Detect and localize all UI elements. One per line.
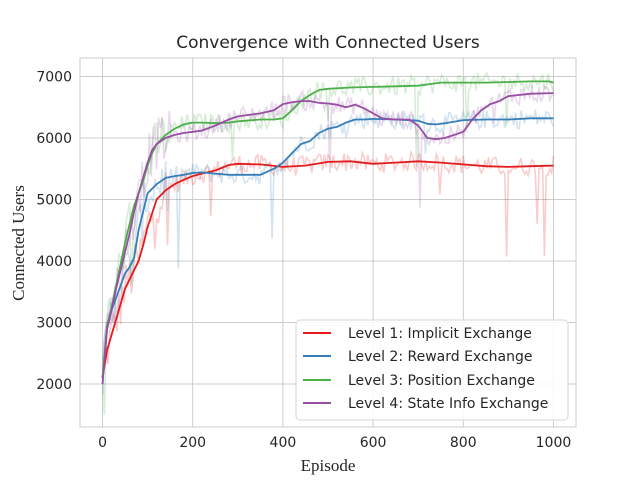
series-line-level-4 [101, 92, 554, 384]
raw-curve-2 [101, 109, 555, 358]
raw-curve-4 [101, 84, 554, 394]
y-axis-label: Connected Users [9, 185, 28, 301]
y-tick-label: 3000 [36, 315, 72, 331]
raw-curve-1 [101, 149, 555, 370]
series-line-level-2 [101, 117, 554, 378]
legend-label-level-1: Level 1: Implicit Exchange [348, 326, 532, 342]
x-tick-label: 0 [98, 435, 107, 451]
series-lines [101, 80, 554, 384]
x-tick-label: 1000 [536, 435, 572, 451]
legend: Level 1: Implicit Exchange Level 2: Rewa… [295, 319, 569, 421]
x-axis-label: Episode [301, 456, 356, 475]
legend-label-level-3: Level 3: Position Exchange [348, 373, 535, 389]
y-tick-label: 6000 [36, 131, 72, 147]
x-tick-label: 400 [270, 435, 297, 451]
x-tick-label: 200 [179, 435, 206, 451]
series-line-level-1 [101, 160, 554, 378]
y-tick-label: 4000 [36, 254, 72, 270]
axis-ticks: 0 200 400 600 800 1000 2000 3000 4000 5000 6000 700… [36, 69, 571, 451]
legend-label-level-4: Level 4: State Info Exchange [348, 396, 548, 412]
legend-label-level-2: Level 2: Reward Exchange [348, 349, 532, 365]
chart-title: Convergence with Connected Users [176, 33, 480, 53]
y-tick-label: 5000 [36, 192, 72, 208]
x-tick-label: 600 [360, 435, 387, 451]
x-tick-label: 800 [450, 435, 477, 451]
series-line-level-3 [101, 80, 554, 378]
y-tick-label: 2000 [36, 377, 72, 393]
y-tick-label: 7000 [36, 69, 72, 85]
legend-box [295, 319, 569, 421]
